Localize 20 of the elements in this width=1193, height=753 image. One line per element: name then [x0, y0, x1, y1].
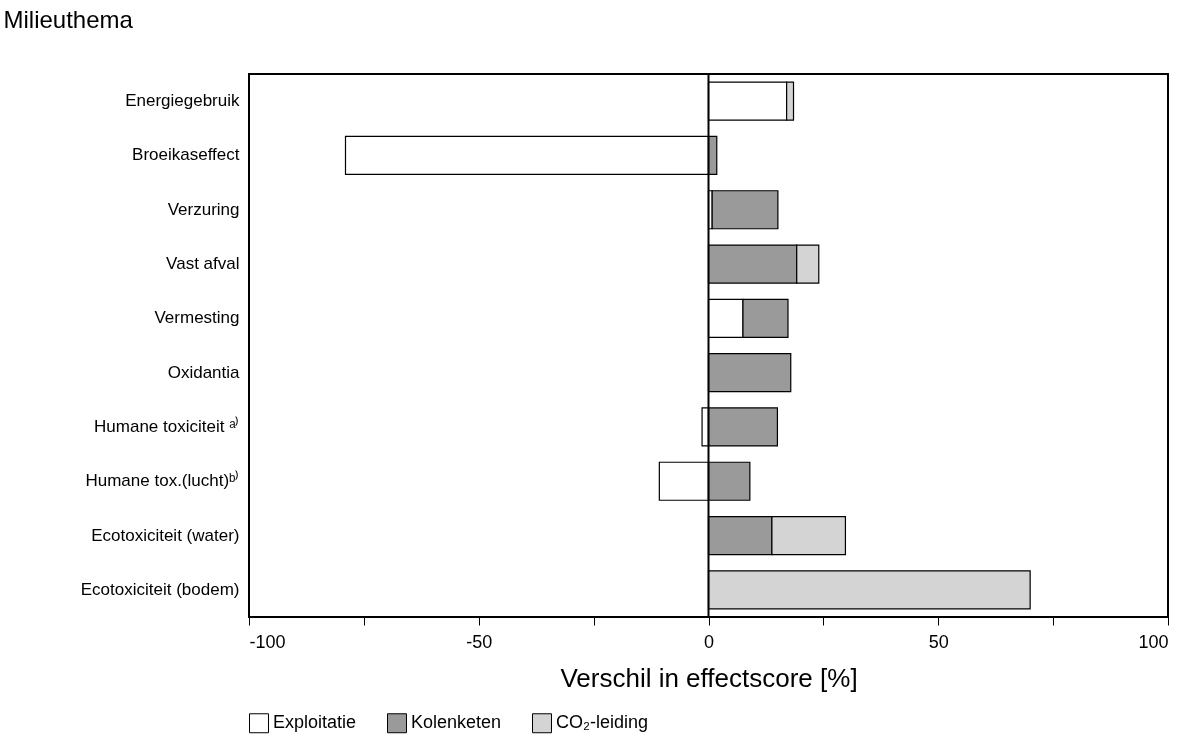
y-tick-label: Humane tox.(lucht)ᵇ⁾	[85, 470, 240, 491]
y-tick-label: Ecotoxiciteit (bodem)	[80, 579, 240, 599]
y-tick-label: Verzuring	[167, 199, 240, 219]
y-tick-label: Humane toxiciteit ᵃ⁾	[94, 415, 240, 436]
x-tick-label: 100	[1138, 631, 1169, 652]
y-tick-label: Broeikaseffect	[132, 145, 240, 165]
x-tick-label: -50	[466, 631, 493, 652]
y-tick-label: Oxidantia	[167, 362, 241, 382]
x-tick-label: -100	[249, 631, 286, 652]
y-tick-label: Energiegebruik	[125, 91, 240, 111]
y-tick-label: Ecotoxiciteit (water)	[91, 525, 240, 545]
y-axis-title: Milieuthema	[3, 5, 134, 33]
legend-label: Exploitatie	[273, 712, 357, 733]
y-tick-label: Vast afval	[166, 254, 240, 274]
y-tick-label: Vermesting	[154, 308, 240, 328]
x-tick-label: 0	[703, 631, 715, 652]
x-tick-label: 50	[928, 631, 949, 652]
legend-label: CO₂-leiding	[556, 712, 649, 733]
x-axis-title: Verschil in effectscore [%]	[560, 662, 858, 693]
legend-label: Kolenketen	[411, 712, 502, 733]
